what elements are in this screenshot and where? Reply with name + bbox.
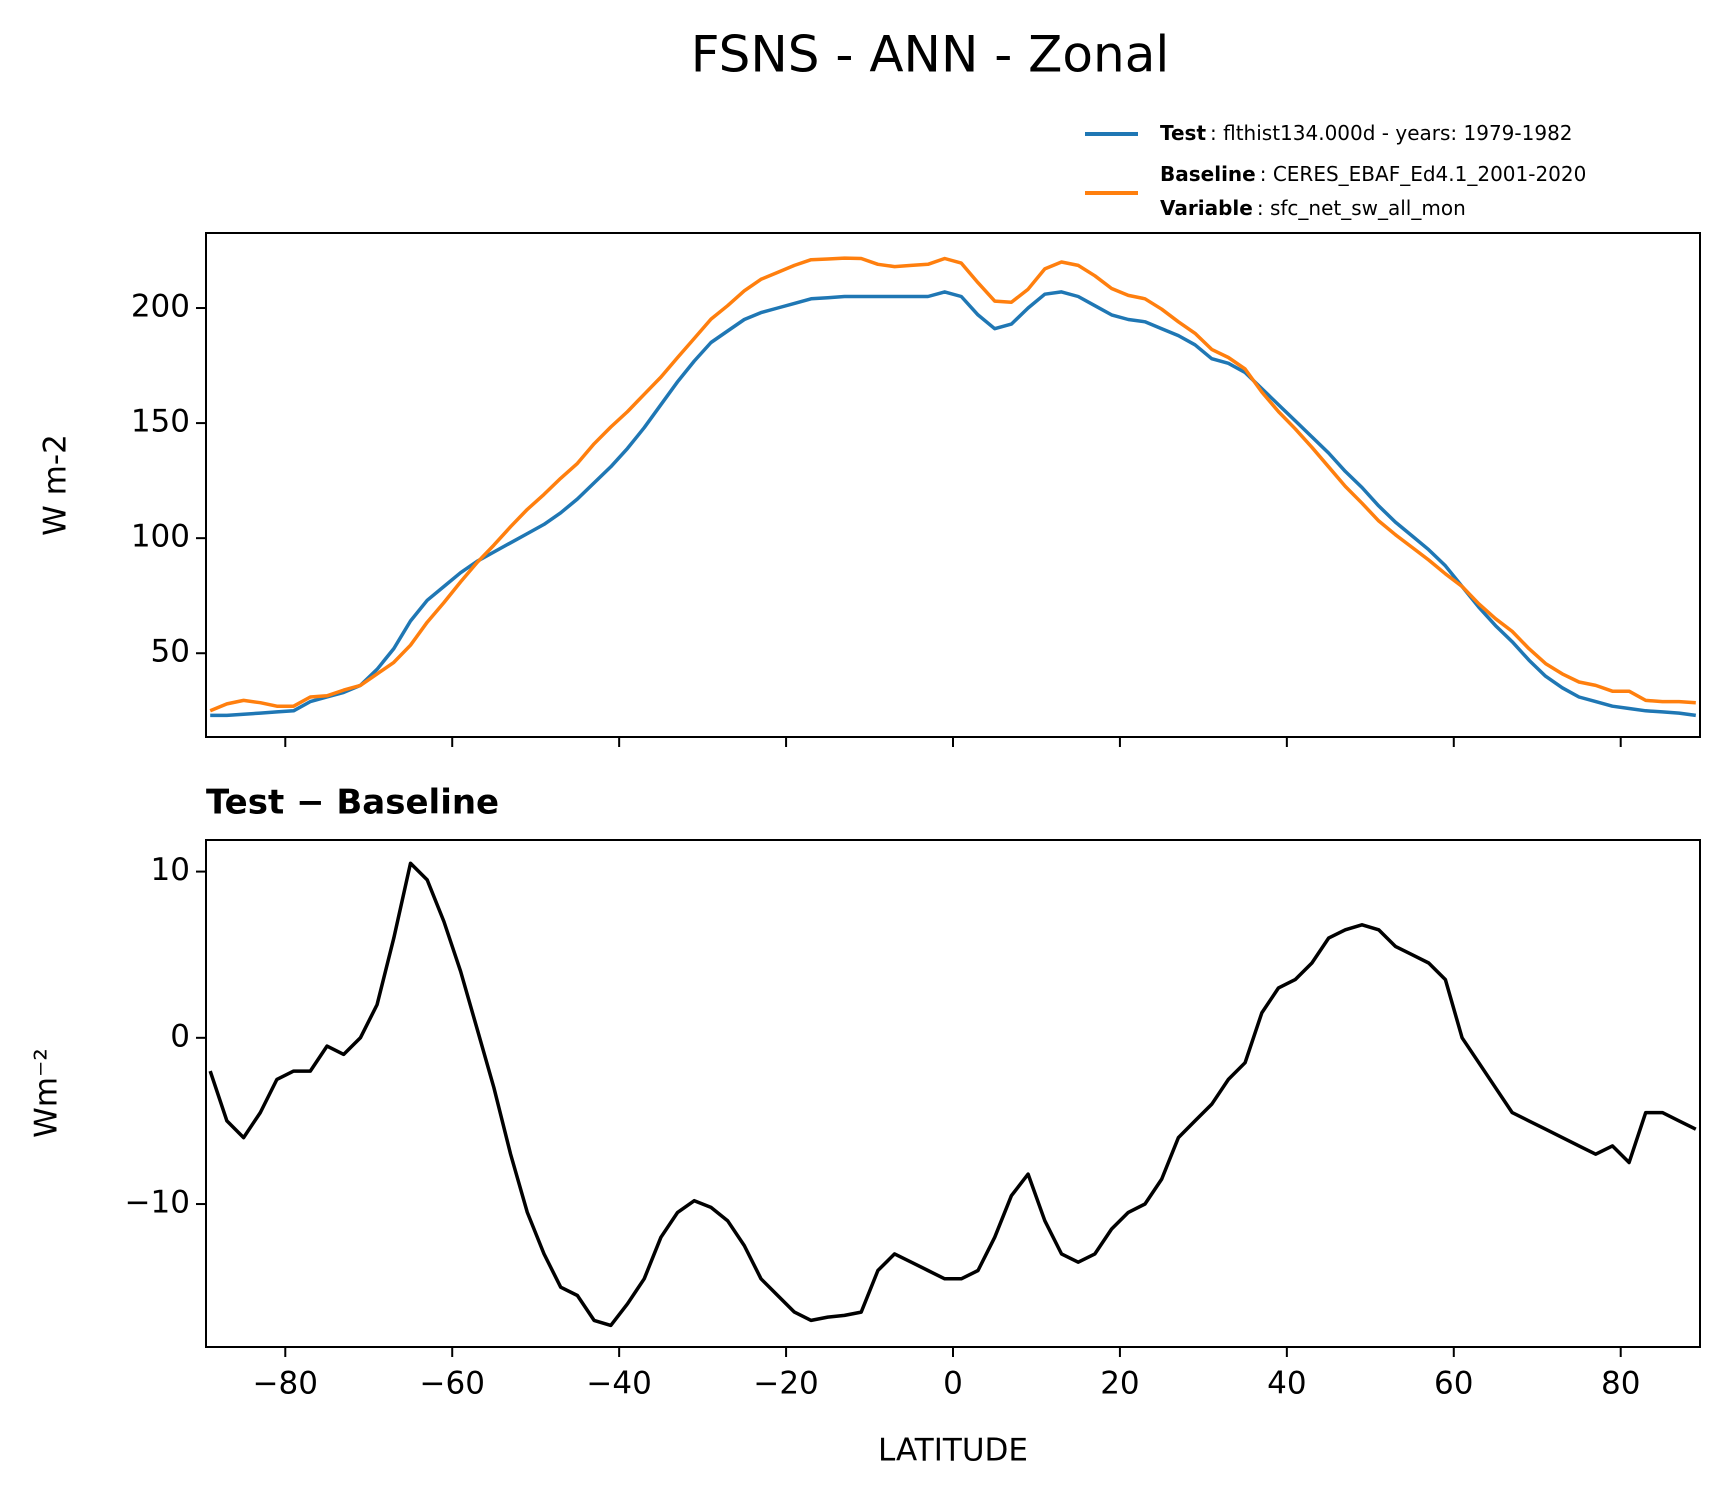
legend-name: Test [1160, 121, 1206, 145]
data-line [210, 290, 1697, 718]
panel-title: Test − Baseline [206, 783, 499, 823]
x-tick-label: 60 [1434, 1366, 1473, 1402]
x-tick-label: 0 [943, 1366, 963, 1402]
legend-name: Variable [1160, 196, 1253, 220]
y-tick-label: 0 [170, 1018, 190, 1054]
legend-entry: Test: flthist134.000d - years: 1979-1982 [1160, 121, 1573, 145]
legend-text: : CERES_EBAF_Ed4.1_2001-2020 [1260, 162, 1587, 186]
legend-name: Baseline [1160, 162, 1256, 186]
y-tick-label: 50 [151, 634, 190, 670]
y-tick-label: 10 [151, 852, 190, 888]
figure-title: FSNS - ANN - Zonal [691, 26, 1170, 84]
data-line [209, 256, 1696, 713]
y-tick-label: 150 [131, 404, 190, 440]
x-tick-label: −80 [253, 1366, 318, 1402]
legend-entry: Baseline: CERES_EBAF_Ed4.1_2001-2020 [1160, 162, 1586, 186]
y-axis-label: W m-2 [38, 434, 74, 536]
x-tick-label: −20 [753, 1366, 818, 1402]
x-tick-label: −60 [420, 1366, 485, 1402]
y-tick-label: 200 [131, 289, 190, 325]
x-tick-label: −40 [586, 1366, 651, 1402]
legend-text: : sfc_net_sw_all_mon [1257, 196, 1466, 220]
x-tick-label: 40 [1267, 1366, 1306, 1402]
legend-text: : flthist134.000d - years: 1979-1982 [1210, 121, 1573, 145]
x-axis-label: LATITUDE [878, 1433, 1028, 1469]
x-tick-label: 80 [1601, 1366, 1640, 1402]
data-line [208, 861, 1697, 1328]
y-axis-label: Wm⁻² [29, 1048, 65, 1138]
legend-entry: Variable: sfc_net_sw_all_mon [1160, 196, 1466, 220]
y-tick-label: −10 [125, 1185, 190, 1221]
plot-frame [205, 232, 1701, 738]
y-tick-label: 100 [131, 519, 190, 555]
x-tick-label: 20 [1100, 1366, 1139, 1402]
plot-frame [205, 839, 1701, 1348]
